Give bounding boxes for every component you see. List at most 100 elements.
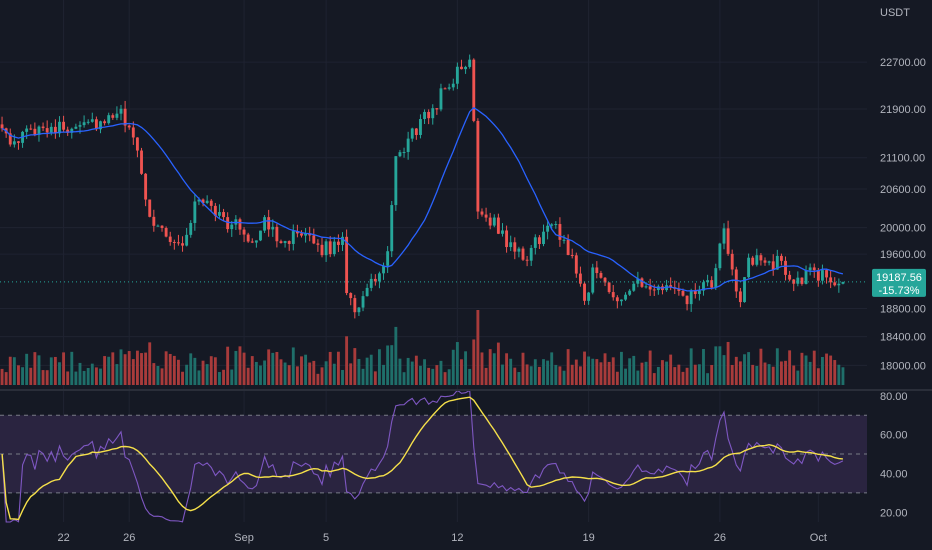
candle: [414, 128, 418, 140]
volume-bar: [386, 345, 390, 385]
volume-bar: [714, 346, 718, 385]
volume-bar: [591, 358, 595, 385]
price-tick-label: 20600.00: [880, 184, 926, 196]
volume-bar: [140, 353, 143, 385]
candle: [222, 208, 225, 221]
volume-bar: [513, 367, 517, 385]
volume-bar: [702, 349, 705, 385]
date-tick-label: 5: [323, 532, 329, 544]
candle: [624, 292, 627, 301]
volume-bar: [365, 357, 369, 385]
candle: [738, 287, 742, 308]
volume-bar: [509, 358, 513, 385]
candle: [209, 199, 213, 211]
candle: [771, 254, 775, 276]
volume-bar: [599, 362, 603, 385]
candle: [25, 125, 29, 139]
candle: [578, 266, 582, 287]
volume-bar: [308, 362, 312, 385]
candle: [410, 127, 414, 142]
volume-bar: [201, 360, 205, 385]
volume-bar: [607, 361, 611, 385]
volume-bar: [611, 357, 615, 385]
volume-bar: [443, 372, 447, 385]
volume-bar: [246, 367, 250, 385]
candle: [230, 220, 234, 237]
volume-bar: [312, 360, 316, 385]
candle: [336, 234, 340, 253]
candle: [164, 226, 168, 238]
volume-bar: [144, 352, 148, 385]
volume-bar: [726, 341, 730, 385]
candle: [427, 109, 431, 125]
candle: [521, 246, 525, 261]
candle: [172, 239, 176, 250]
candle: [111, 113, 115, 120]
volume-bar: [648, 350, 652, 385]
price-axis[interactable]: USDT 22700.00 21900.00 21100.00 20600.00 200…: [880, 7, 926, 372]
candle: [205, 195, 209, 205]
volume-bar: [341, 369, 344, 385]
volume-bar: [135, 350, 139, 385]
candle: [476, 118, 480, 220]
volume-bar: [570, 364, 574, 385]
volume-bar: [505, 353, 509, 385]
volume-bar: [148, 342, 152, 385]
volume-bar: [677, 364, 681, 385]
price-tick-label: 18000.00: [880, 360, 926, 372]
price-tick-label: 21100.00: [880, 153, 925, 165]
volume-bar: [595, 359, 599, 385]
volume-bar: [58, 362, 61, 385]
candle: [751, 255, 755, 267]
candle: [345, 229, 349, 296]
candle: [808, 263, 812, 276]
volume-bar: [304, 354, 308, 385]
candle: [607, 282, 611, 294]
last-price-value: 19187.56: [876, 272, 922, 284]
candle: [443, 87, 447, 90]
volume-bar: [168, 353, 172, 385]
volume-bar: [62, 352, 66, 385]
candle: [263, 215, 267, 233]
volume-bar: [779, 361, 783, 385]
volume-bar: [349, 363, 353, 385]
volume-bar: [328, 351, 332, 385]
date-tick-label: 26: [714, 532, 726, 544]
candle: [460, 59, 463, 70]
volume-bar: [291, 347, 295, 385]
candle: [763, 257, 767, 266]
candle: [107, 112, 111, 125]
candle: [755, 248, 759, 267]
candle: [304, 228, 308, 243]
candle: [775, 249, 779, 270]
rsi-axis[interactable]: 80.00 60.00 40.00 20.00: [880, 391, 908, 519]
volume-bar: [82, 370, 86, 385]
volume-bar: [554, 364, 558, 385]
candle: [423, 109, 426, 124]
volume-bar: [131, 359, 135, 385]
volume-bar: [644, 361, 648, 385]
volume-bar: [25, 353, 29, 385]
volume-bar: [357, 358, 361, 385]
volume-bar: [263, 360, 267, 385]
candle: [800, 277, 804, 286]
candle: [488, 212, 492, 230]
candle: [115, 106, 119, 121]
price-candles[interactable]: [0, 54, 845, 319]
date-axis[interactable]: 22 26 Sep 5 12 19 26 Oct: [57, 532, 826, 544]
candle: [697, 285, 701, 301]
volume-bar: [640, 362, 644, 385]
candle: [472, 58, 476, 123]
volume-bar: [238, 346, 242, 385]
volume-bar: [164, 351, 168, 385]
volume-bar: [205, 364, 209, 385]
candle: [86, 119, 90, 125]
volume-bar: [615, 371, 619, 385]
volume-bar: [209, 356, 213, 385]
volume-bar: [755, 365, 759, 385]
candle: [135, 137, 139, 158]
volume-bar: [439, 360, 443, 385]
volume-bar: [250, 356, 254, 385]
